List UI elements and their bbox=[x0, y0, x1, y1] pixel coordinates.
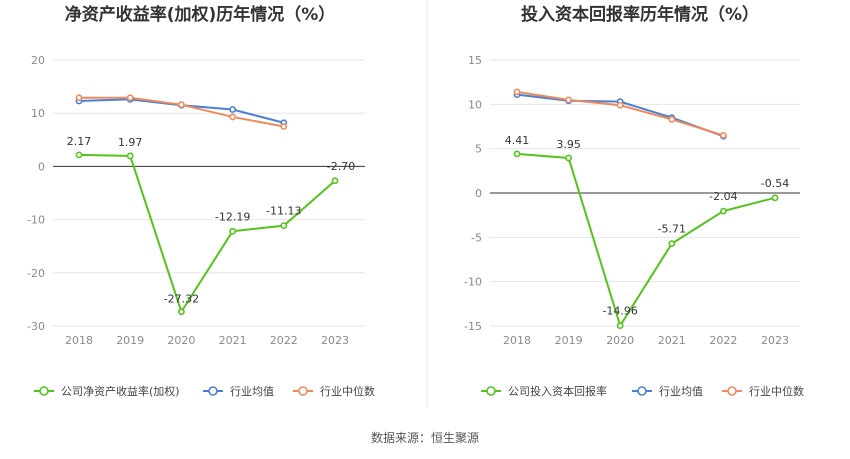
data-point bbox=[720, 207, 727, 215]
x-tick-label: 2023 bbox=[761, 334, 789, 347]
legend: 公司净资产收益率(加权) 行业均值 行业中位数 bbox=[34, 384, 375, 398]
data-point bbox=[513, 150, 521, 158]
data-label: 3.95 bbox=[556, 138, 581, 151]
data-point bbox=[229, 227, 236, 235]
data-label: -12.19 bbox=[215, 210, 250, 223]
data-point bbox=[126, 152, 134, 160]
data-point bbox=[720, 131, 727, 139]
data-label: -2.04 bbox=[709, 190, 737, 203]
data-label: -5.71 bbox=[658, 223, 686, 236]
chart-title: 投入资本回报率历年情况（%） bbox=[521, 4, 759, 25]
gridlines bbox=[490, 59, 800, 327]
x-axis: 2018 2019 2020 2021 2022 2023 bbox=[503, 334, 789, 347]
data-label: 2.17 bbox=[67, 135, 92, 148]
legend-label: 行业中位数 bbox=[320, 384, 375, 398]
x-tick-label: 2022 bbox=[709, 334, 737, 347]
y-tick-label: 0 bbox=[475, 187, 482, 200]
legend-swatch-marker bbox=[39, 386, 49, 396]
data-labels: 2.17 1.97 -27.32 -12.19 -11.13 -2.70 bbox=[67, 135, 355, 306]
y-axis: 15 10 5 0 -5 -10 -15 bbox=[464, 54, 482, 333]
y-tick-label: 20 bbox=[31, 54, 45, 67]
legend-label: 行业均值 bbox=[230, 385, 274, 398]
data-point bbox=[280, 222, 288, 230]
series-lines bbox=[513, 88, 779, 330]
y-tick-label: -15 bbox=[464, 320, 482, 333]
x-tick-label: 2020 bbox=[167, 334, 195, 347]
y-tick-label: 10 bbox=[468, 98, 482, 111]
gridlines bbox=[53, 59, 365, 327]
data-label: -14.96 bbox=[602, 305, 637, 318]
data-point bbox=[668, 116, 676, 123]
data-point bbox=[565, 96, 572, 104]
y-axis: 20 10 0 -10 -20 -30 bbox=[27, 54, 45, 333]
y-tick-label: 0 bbox=[38, 160, 45, 173]
legend-swatch-marker bbox=[727, 386, 737, 396]
data-point bbox=[668, 240, 676, 248]
series-line bbox=[516, 152, 776, 329]
x-tick-label: 2020 bbox=[606, 334, 634, 347]
data-label: -0.54 bbox=[761, 177, 789, 190]
y-tick-label: 5 bbox=[475, 143, 482, 156]
x-tick-label: 2022 bbox=[270, 334, 298, 347]
series-line bbox=[78, 153, 336, 315]
data-point bbox=[565, 154, 572, 162]
legend-label: 公司投入资本回报率 bbox=[508, 384, 607, 398]
legend: 公司投入资本回报率 行业均值 行业中位数 bbox=[481, 384, 804, 398]
x-tick-label: 2018 bbox=[65, 334, 93, 347]
y-tick-label: -30 bbox=[27, 320, 45, 333]
legend-swatch-marker bbox=[486, 386, 496, 396]
legend-swatch-marker bbox=[298, 386, 308, 396]
data-label: 4.41 bbox=[505, 134, 530, 147]
x-axis: 2018 2019 2020 2021 2022 2023 bbox=[65, 334, 349, 347]
legend-swatch-marker bbox=[637, 386, 647, 396]
y-tick-label: 15 bbox=[468, 54, 482, 67]
data-point bbox=[513, 88, 521, 96]
x-tick-label: 2018 bbox=[503, 334, 531, 347]
data-point bbox=[331, 177, 339, 185]
data-label: -2.70 bbox=[327, 160, 355, 173]
legend-swatch-marker bbox=[208, 386, 218, 396]
data-point bbox=[126, 94, 134, 102]
x-tick-label: 2021 bbox=[219, 334, 247, 347]
data-label: 1.97 bbox=[118, 136, 143, 149]
source-note: 数据来源：恒生聚源 bbox=[371, 430, 479, 445]
x-tick-label: 2021 bbox=[658, 334, 686, 347]
data-labels: 4.41 3.95 -14.96 -5.71 -2.04 -0.54 bbox=[505, 134, 789, 318]
data-point bbox=[177, 101, 185, 109]
data-point bbox=[229, 106, 236, 113]
legend-label: 行业中位数 bbox=[749, 384, 804, 398]
chart-title: 净资产收益率(加权)历年情况（%） bbox=[65, 4, 336, 25]
data-point bbox=[616, 322, 624, 330]
legend-label: 行业均值 bbox=[659, 385, 703, 398]
y-tick-label: -10 bbox=[27, 214, 45, 227]
y-tick-label: 10 bbox=[31, 107, 45, 120]
data-point bbox=[771, 194, 779, 202]
data-point bbox=[75, 94, 83, 102]
legend-label: 公司净资产收益率(加权) bbox=[61, 384, 180, 398]
data-label: -11.13 bbox=[266, 205, 301, 218]
y-tick-label: -5 bbox=[471, 231, 482, 244]
x-tick-label: 2023 bbox=[321, 334, 349, 347]
data-point bbox=[75, 151, 83, 159]
data-point bbox=[177, 308, 185, 316]
data-point bbox=[280, 123, 288, 130]
x-tick-label: 2019 bbox=[555, 334, 583, 347]
data-label: -27.32 bbox=[164, 293, 199, 306]
y-tick-label: -10 bbox=[464, 276, 482, 289]
data-point bbox=[616, 101, 624, 109]
series-lines bbox=[75, 94, 339, 316]
x-tick-label: 2019 bbox=[116, 334, 144, 347]
y-tick-label: -20 bbox=[27, 267, 45, 280]
data-point bbox=[229, 113, 236, 121]
